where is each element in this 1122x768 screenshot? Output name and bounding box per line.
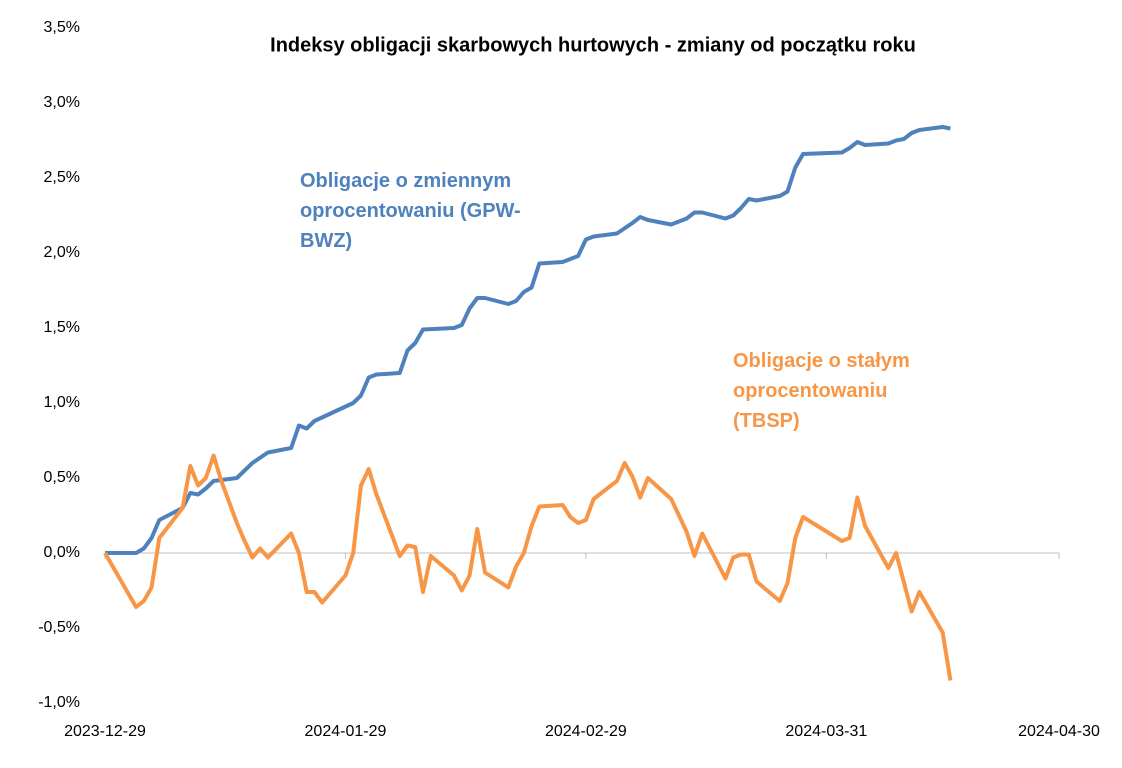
series-line <box>105 125 951 555</box>
y-tick-label: 3,5% <box>44 19 80 36</box>
y-tick-label: 2,5% <box>44 169 80 186</box>
y-tick-label: 1,0% <box>44 394 80 411</box>
x-tick-label: 2024-03-31 <box>785 723 867 740</box>
chart-title: Indeksy obligacji skarbowych hurtowych -… <box>270 34 916 56</box>
series-label: Obligacje o stałym oprocentowaniu (TBSP) <box>733 350 910 432</box>
y-tick-label: 3,0% <box>44 94 80 111</box>
x-tick-label: 2024-01-29 <box>305 723 387 740</box>
y-tick-label: -1,0% <box>38 694 80 711</box>
y-tick-label: 1,5% <box>44 319 80 336</box>
x-tick-label: 2024-04-30 <box>1018 723 1100 740</box>
x-tick-label: 2024-02-29 <box>545 723 627 740</box>
x-tick-label: 2023-12-29 <box>64 723 146 740</box>
y-tick-label: 0,5% <box>44 469 80 486</box>
y-tick-label: -0,5% <box>38 619 80 636</box>
series-label: Obligacje o zmiennym oprocentowaniu (GPW… <box>300 170 521 252</box>
y-tick-label: 2,0% <box>44 244 80 261</box>
y-tick-label: 0,0% <box>44 544 80 561</box>
series-line <box>103 453 953 681</box>
